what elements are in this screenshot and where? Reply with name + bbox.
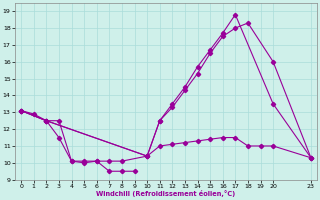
X-axis label: Windchill (Refroidissement éolien,°C): Windchill (Refroidissement éolien,°C) [96,190,236,197]
